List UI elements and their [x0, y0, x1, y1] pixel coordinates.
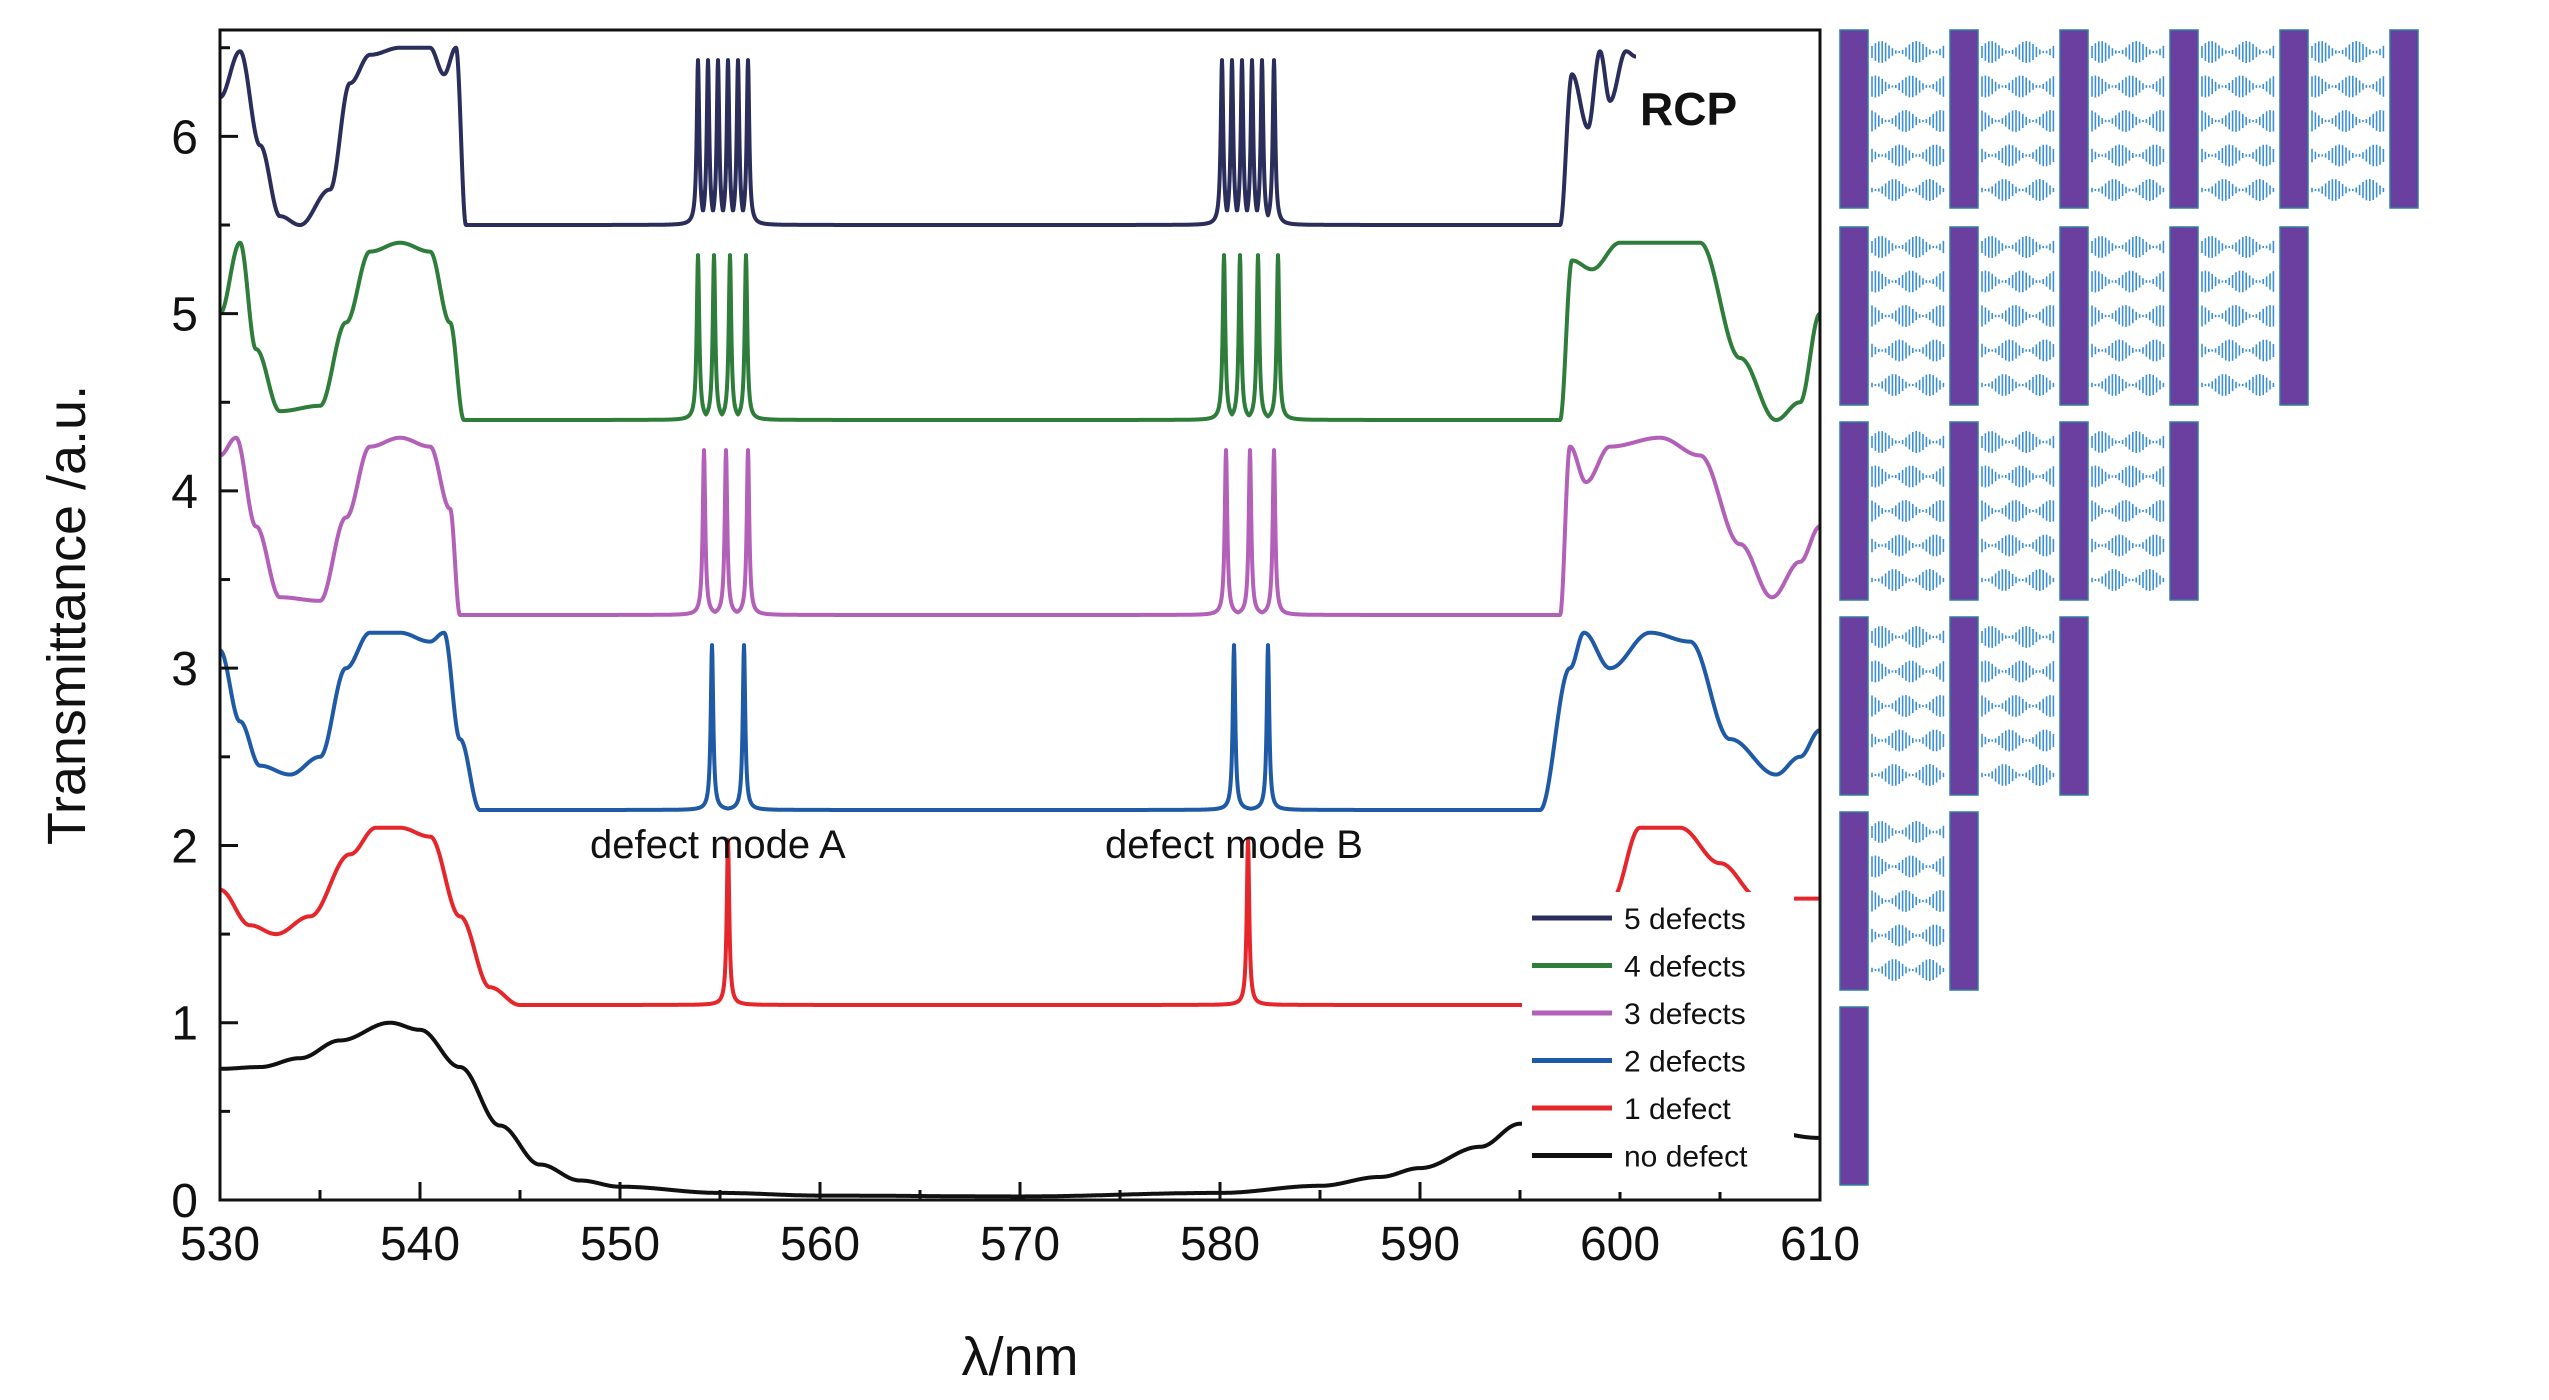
defect-mode-a-label: defect mode A [590, 823, 846, 867]
x-tick-label: 600 [1580, 1218, 1660, 1271]
defect-schematics [1839, 29, 2419, 1186]
electrode-plate [1949, 616, 1979, 796]
y-tick-label: 3 [171, 643, 198, 696]
electrode-plate [1839, 421, 1869, 601]
y-tick-label: 4 [171, 466, 198, 519]
ticks-layer: 530 540 550 560 570 580 590 600 610 0 1 2 3 4 5 6 [171, 46, 1860, 1271]
electrode-plate [1949, 811, 1979, 991]
legend-label: 5 defects [1624, 903, 1746, 936]
electrode-plate [1949, 29, 1979, 209]
electrode-plate [2059, 226, 2089, 406]
legend-label: 3 defects [1624, 998, 1746, 1031]
electrode-plate [2279, 226, 2309, 406]
electrode-plate [2169, 226, 2199, 406]
polarization-label: RCP [1640, 83, 1737, 135]
electrode-plate [2279, 29, 2309, 209]
electrode-plate [1949, 421, 1979, 601]
electrode-plate [2389, 29, 2419, 209]
electrode-plate [1839, 226, 1869, 406]
x-tick-label: 560 [780, 1218, 860, 1271]
electrode-plate [2169, 421, 2199, 601]
x-tick-label: 540 [380, 1218, 460, 1271]
electrode-plate [1839, 1006, 1869, 1186]
x-tick-label: 550 [580, 1218, 660, 1271]
legend-label: 2 defects [1624, 1046, 1746, 1079]
y-tick-label: 6 [171, 111, 198, 164]
x-tick-label: 570 [980, 1218, 1060, 1271]
y-tick-label: 0 [171, 1175, 198, 1228]
legend: 5 defects 4 defects 3 defects 2 defects 1 de… [1522, 892, 1794, 1192]
legend-label: no defect [1624, 1141, 1748, 1174]
series-line [218, 630, 1822, 812]
electrode-plate [1949, 226, 1979, 406]
electrode-plate [1839, 616, 1869, 796]
x-tick-label: 590 [1380, 1218, 1460, 1271]
x-tick-label: 530 [180, 1218, 260, 1271]
series-line [218, 240, 1822, 422]
electrode-plate [2169, 29, 2199, 209]
electrode-plate [2059, 421, 2089, 601]
y-axis-title: Transmittance /a.u. [37, 385, 97, 845]
series-line [218, 435, 1822, 617]
x-tick-label: 580 [1180, 1218, 1260, 1271]
electrode-plate [2059, 616, 2089, 796]
x-tick-label: 610 [1780, 1218, 1860, 1271]
electrode-plate [2059, 29, 2089, 209]
y-tick-label: 2 [171, 820, 198, 873]
y-tick-label: 1 [171, 998, 198, 1051]
electrode-plate [1839, 29, 1869, 209]
defect-mode-b-label: defect mode B [1105, 823, 1363, 867]
legend-label: 1 defect [1624, 1093, 1731, 1126]
legend-background [1522, 892, 1794, 1192]
y-tick-label: 5 [171, 289, 198, 342]
x-axis-title: λ/nm [961, 1327, 1078, 1387]
series-line [218, 45, 1638, 227]
legend-label: 4 defects [1624, 951, 1746, 984]
electrode-plate [1839, 811, 1869, 991]
